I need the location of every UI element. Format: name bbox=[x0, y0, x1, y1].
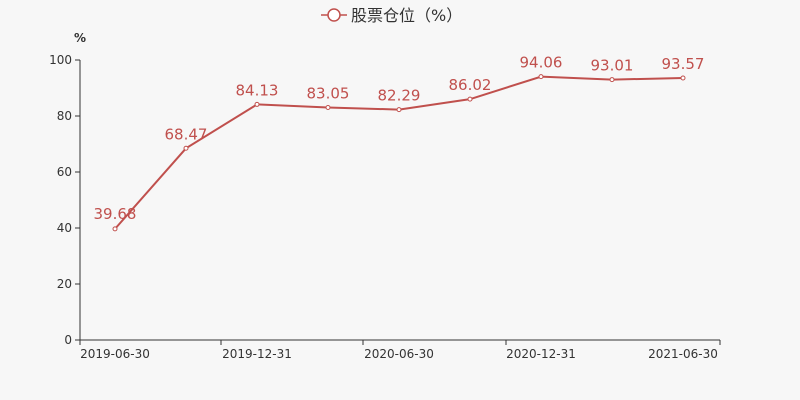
y-tick-label: 20 bbox=[57, 277, 72, 291]
data-label: 39.68 bbox=[94, 205, 137, 223]
data-label: 84.13 bbox=[236, 81, 279, 99]
y-tick-label: 40 bbox=[57, 221, 72, 235]
x-axis: 2019-06-30 2019-12-31 2020-06-30 2020-12-31… bbox=[79, 339, 721, 361]
x-tick-label: 2019-12-31 bbox=[222, 347, 292, 361]
data-label: 94.06 bbox=[520, 54, 563, 72]
data-point bbox=[183, 145, 189, 151]
y-axis: 0 20 40 60 80 100 bbox=[49, 53, 81, 347]
y-tick-label: 0 bbox=[64, 333, 72, 347]
data-label: 83.05 bbox=[307, 84, 350, 102]
data-point bbox=[254, 101, 260, 107]
data-point bbox=[467, 96, 473, 102]
x-tick-label: 2020-12-31 bbox=[506, 347, 576, 361]
y-axis-unit-label: % bbox=[74, 31, 86, 45]
y-tick-label: 100 bbox=[49, 53, 72, 67]
data-point bbox=[538, 74, 544, 80]
data-point bbox=[325, 104, 331, 110]
data-point bbox=[396, 107, 402, 113]
legend[interactable]: 股票仓位（%） bbox=[321, 6, 462, 25]
y-tick-label: 60 bbox=[57, 165, 72, 179]
data-label: 82.29 bbox=[378, 87, 421, 105]
data-label: 86.02 bbox=[449, 76, 492, 94]
data-point bbox=[680, 75, 686, 81]
data-label: 68.47 bbox=[165, 125, 208, 143]
legend-circle-marker bbox=[327, 8, 341, 22]
series-group: 39.68 68.47 84.13 83.05 82.29 86.02 94.06 93.01… bbox=[94, 54, 705, 232]
data-point bbox=[609, 77, 615, 83]
data-label: 93.01 bbox=[591, 57, 634, 75]
x-tick-label: 2021-06-30 bbox=[648, 347, 718, 361]
x-tick-label: 2020-06-30 bbox=[364, 347, 434, 361]
y-tick-label: 80 bbox=[57, 109, 72, 123]
data-point bbox=[112, 226, 118, 232]
x-tick-label: 2019-06-30 bbox=[80, 347, 150, 361]
data-label: 93.57 bbox=[662, 55, 705, 73]
legend-label: 股票仓位（%） bbox=[351, 6, 462, 25]
